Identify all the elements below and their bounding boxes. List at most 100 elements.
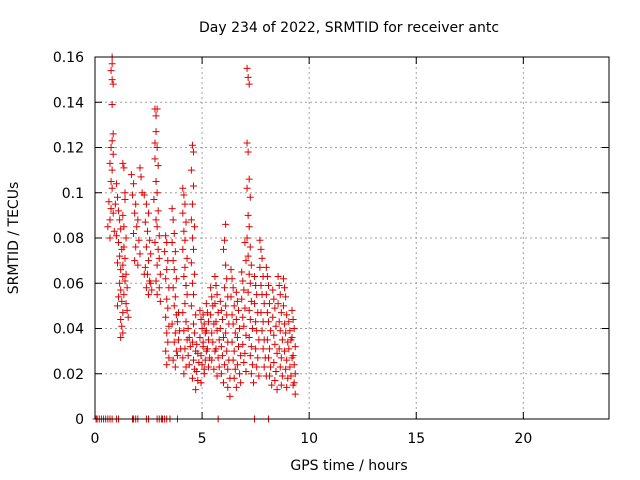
- data-point: [115, 293, 123, 301]
- data-point: [227, 293, 235, 301]
- data-point: [242, 367, 250, 375]
- data-point: [213, 291, 221, 299]
- data-point: [119, 309, 127, 317]
- data-point: [131, 209, 139, 217]
- data-point: [222, 302, 230, 310]
- data-point: [120, 291, 128, 299]
- data-point: [107, 177, 115, 185]
- data-point: [246, 352, 254, 360]
- data-point: [276, 291, 284, 299]
- data-point: [233, 361, 241, 369]
- data-point: [171, 293, 179, 301]
- data-point: [282, 329, 290, 337]
- data-point: [264, 282, 272, 290]
- data-point: [119, 261, 127, 269]
- data-point: [190, 356, 198, 364]
- data-point: [154, 207, 162, 215]
- data-point: [198, 361, 206, 369]
- data-point: [145, 209, 153, 217]
- data-point: [199, 311, 207, 319]
- data-point: [229, 284, 237, 292]
- data-point: [107, 205, 115, 213]
- data-point: [283, 383, 291, 391]
- data-point: [108, 76, 116, 84]
- y-tick-label: 0: [75, 412, 84, 428]
- data-point: [152, 112, 160, 120]
- y-tick-labels: 0 0.02 0.04 0.06 0.08 0.1 0.12 0.14 0.16: [53, 50, 84, 428]
- data-point: [212, 318, 220, 326]
- data-point: [262, 263, 270, 271]
- data-point: [188, 338, 196, 346]
- data-point: [285, 318, 293, 326]
- data-point: [251, 300, 259, 308]
- data-point: [173, 352, 181, 360]
- data-point: [163, 266, 171, 274]
- data-point: [230, 347, 238, 355]
- data-point: [173, 318, 181, 326]
- data-point: [188, 279, 196, 287]
- data-point: [203, 345, 211, 353]
- data-point: [109, 209, 117, 217]
- data-point: [192, 311, 200, 319]
- data-point: [205, 318, 213, 326]
- data-point: [155, 284, 163, 292]
- data-point: [106, 159, 114, 167]
- data-point: [242, 257, 250, 265]
- data-point: [275, 318, 283, 326]
- data-point: [197, 379, 205, 387]
- data-point: [169, 257, 177, 265]
- data-point: [118, 297, 126, 305]
- data-point: [120, 223, 128, 231]
- data-point: [180, 327, 188, 335]
- grid-lines: [95, 57, 609, 419]
- data-point: [248, 325, 256, 332]
- data-point: [107, 144, 115, 151]
- data-point: [183, 254, 191, 262]
- data-point: [236, 325, 244, 332]
- data-point: [122, 270, 130, 278]
- data-point: [163, 361, 171, 369]
- data-point: [128, 191, 136, 199]
- plot-frame: [94, 56, 610, 420]
- data-point: [130, 180, 138, 188]
- data-point: [106, 216, 114, 224]
- data-point: [237, 379, 245, 387]
- data-point: [141, 218, 149, 226]
- data-point: [168, 205, 176, 213]
- data-point: [228, 311, 236, 319]
- data-point: [152, 128, 160, 136]
- data-point: [285, 345, 293, 353]
- data-point: [247, 343, 255, 351]
- data-point: [287, 372, 295, 380]
- data-point: [245, 175, 253, 183]
- data-point: [278, 336, 286, 344]
- data-point: [185, 361, 193, 369]
- data-point: [117, 266, 125, 274]
- data-point: [147, 279, 155, 287]
- data-point: [113, 259, 121, 267]
- data-point: [112, 180, 120, 188]
- data-point: [123, 284, 131, 292]
- data-point: [151, 239, 159, 247]
- data-point: [239, 277, 247, 285]
- data-point: [113, 302, 121, 310]
- data-point: [232, 315, 240, 323]
- data-point: [266, 300, 274, 308]
- data-point: [191, 329, 199, 337]
- data-point: [211, 272, 219, 280]
- data-point: [256, 236, 264, 244]
- data-point: [283, 356, 291, 364]
- data-point: [257, 309, 265, 317]
- data-point: [244, 252, 252, 260]
- data-point: [277, 381, 285, 389]
- data-point: [208, 356, 216, 364]
- data-point: [240, 322, 248, 330]
- data-point: [246, 193, 254, 201]
- data-point: [267, 363, 275, 371]
- data-point: [273, 386, 281, 394]
- data-point: [113, 193, 121, 201]
- data-point: [140, 191, 148, 199]
- data-point: [291, 370, 299, 378]
- data-point: [182, 318, 190, 326]
